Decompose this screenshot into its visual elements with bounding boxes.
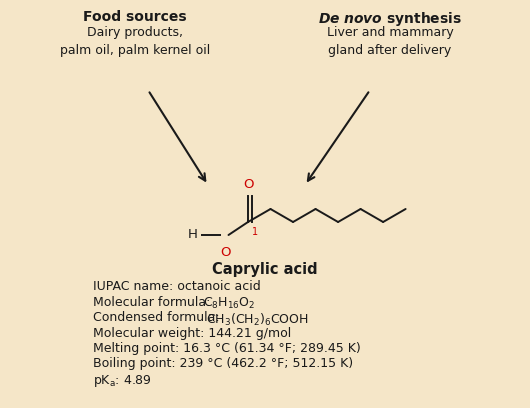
- Text: Molecular weight: 144.21 g/mol: Molecular weight: 144.21 g/mol: [93, 326, 292, 339]
- Text: Boiling point: 239 °C (462.2 °F; 512.15 K): Boiling point: 239 °C (462.2 °F; 512.15 …: [93, 357, 353, 370]
- Text: $\bfit{De\ novo}$ synthesis: $\bfit{De\ novo}$ synthesis: [318, 10, 462, 28]
- Text: Molecular formula:: Molecular formula:: [93, 295, 214, 308]
- Text: IUPAC name: octanoic acid: IUPAC name: octanoic acid: [93, 280, 261, 293]
- Text: $\mathregular{C_8H_{16}O_2}$: $\mathregular{C_8H_{16}O_2}$: [203, 296, 255, 311]
- Text: O: O: [220, 246, 231, 259]
- Text: 1: 1: [252, 227, 258, 237]
- Text: Food sources: Food sources: [83, 10, 187, 24]
- Text: $\mathregular{CH_3(CH_2)_6COOH}$: $\mathregular{CH_3(CH_2)_6COOH}$: [206, 311, 308, 328]
- Text: pK$_\mathrm{a}$: 4.89: pK$_\mathrm{a}$: 4.89: [93, 373, 152, 389]
- Text: Caprylic acid: Caprylic acid: [212, 262, 318, 277]
- Text: Dairy products,
palm oil, palm kernel oil: Dairy products, palm oil, palm kernel oi…: [60, 26, 210, 57]
- Text: Condensed formula:: Condensed formula:: [93, 311, 224, 324]
- Text: Melting point: 16.3 °C (61.34 °F; 289.45 K): Melting point: 16.3 °C (61.34 °F; 289.45…: [93, 342, 361, 355]
- Text: Liver and mammary
gland after delivery: Liver and mammary gland after delivery: [326, 26, 453, 57]
- Text: H: H: [188, 228, 198, 242]
- Text: O: O: [243, 178, 253, 191]
